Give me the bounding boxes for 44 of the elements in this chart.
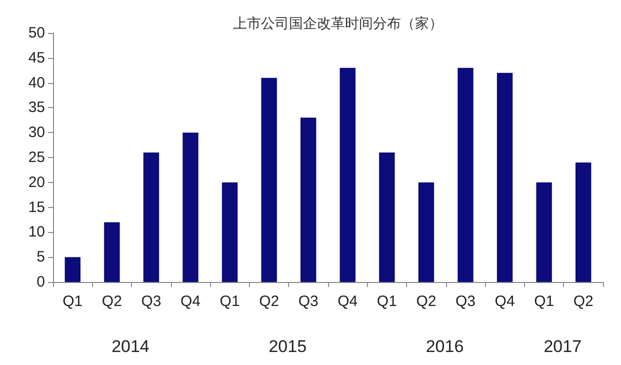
x-tick-label: Q3 (298, 293, 318, 310)
y-tick-label: 25 (28, 149, 45, 166)
x-tick-label: Q2 (102, 293, 122, 310)
bar (458, 68, 474, 282)
bar (64, 257, 80, 282)
y-tick-label: 35 (28, 99, 45, 116)
x-tick-label: Q4 (180, 293, 201, 310)
y-tick-label: 20 (28, 174, 45, 191)
x-tick-label: Q2 (573, 293, 594, 310)
bar (261, 78, 277, 282)
chart-title: 上市公司国企改革时间分布（家） (233, 16, 443, 32)
x-tick-label: Q1 (220, 293, 240, 310)
x-tick-label: Q1 (534, 293, 554, 310)
bar (340, 68, 356, 282)
bar (536, 182, 552, 282)
x-tick-label: Q1 (376, 293, 397, 310)
y-tick-label: 50 (28, 24, 45, 42)
y-tick-label: 5 (36, 248, 45, 266)
bar (418, 182, 434, 282)
y-tick-label: 40 (28, 74, 45, 92)
x-tick-label: Q2 (416, 293, 436, 310)
text: 2017 (544, 337, 582, 356)
text: 2015 (268, 337, 307, 356)
y-tick-label: 30 (28, 124, 45, 142)
bar (222, 182, 238, 282)
text: 2014 (112, 337, 150, 356)
text: 2016 (426, 337, 464, 356)
x-tick-label: Q2 (259, 293, 280, 310)
y-tick-label: 45 (28, 49, 45, 66)
bar (300, 118, 316, 282)
bar (496, 72, 513, 282)
x-tick-label: Q1 (62, 293, 83, 310)
bar (182, 132, 198, 282)
y-tick-label: 15 (28, 198, 45, 216)
x-tick-label: Q3 (141, 293, 162, 310)
x-tick-label: Q4 (494, 293, 515, 310)
bar (379, 152, 395, 282)
bar (104, 222, 120, 282)
x-tick-label: Q4 (338, 293, 358, 310)
y-tick-label: 10 (28, 224, 45, 241)
y-tick-label: 0 (36, 274, 45, 290)
x-tick-label: Q3 (455, 293, 476, 310)
bar (143, 152, 160, 282)
bar (576, 162, 592, 282)
